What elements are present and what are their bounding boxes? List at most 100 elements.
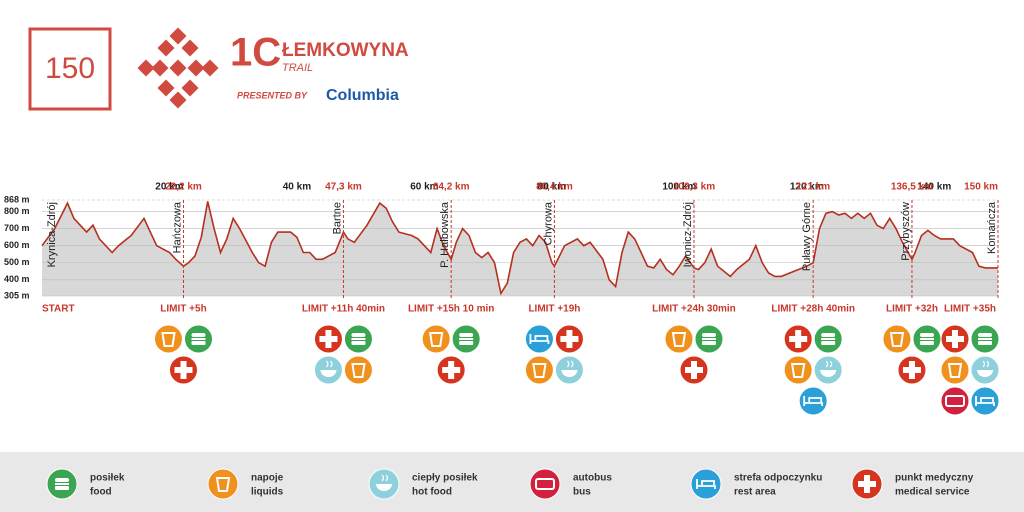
logo-sub: TRAIL [282, 62, 313, 74]
legend-label-pl: autobus [573, 473, 612, 484]
glyph [215, 477, 231, 492]
glyph [174, 361, 193, 379]
x-tick-label: 80 km [538, 182, 566, 193]
logo: 150 1C ŁEMKOWYNA TRAIL PRESENTED BY Colu… [28, 27, 409, 111]
service-icon [524, 355, 554, 385]
glyph [532, 363, 547, 378]
checkpoint-name: Puławy Górne [801, 202, 813, 271]
checkpoint-km: 47,3 km [325, 182, 362, 193]
glyph [55, 483, 69, 485]
glyph [919, 341, 934, 345]
glyph [945, 395, 965, 407]
glyph [459, 338, 474, 340]
glyph [791, 363, 806, 378]
legend-label-en: bus [573, 487, 591, 498]
y-tick-label: 600 m [4, 240, 30, 250]
checkpoint-limit: LIMIT +28h 40min [771, 304, 855, 315]
glyph [821, 338, 836, 340]
legend-label-pl: ciepły posiłek [412, 473, 478, 484]
checkpoint-name: Hańczowa [171, 201, 183, 253]
glyph [701, 333, 716, 337]
checkpoint-limit: LIMIT +11h 40min [302, 304, 385, 315]
service-icon [798, 386, 828, 416]
glyph [560, 330, 579, 348]
checkpoint-km: 136,5 km [891, 182, 933, 193]
checkpoint-limit: LIMIT +15h 10 min [408, 304, 494, 315]
glyph [820, 370, 837, 377]
glyph [351, 338, 366, 340]
checkpoint: 64,2 km P. Hałbowska LIMIT +15h 10 min [408, 182, 494, 385]
glyph [975, 396, 995, 406]
glyph [982, 360, 990, 368]
legend-label-en: food [90, 487, 112, 498]
service-icon [882, 324, 912, 354]
glyph [320, 370, 337, 377]
glyph [529, 334, 550, 344]
glyph [381, 474, 389, 482]
legend-item: ciepły posiłek hot food [368, 468, 478, 500]
service-icon [940, 386, 970, 416]
checkpoint-km: 102,3 km [673, 182, 715, 193]
legend-icon [529, 468, 561, 500]
glyph [671, 332, 687, 347]
glyph [326, 360, 333, 368]
legend-label-pl: strefa odpoczynku [734, 473, 822, 484]
glyph [978, 333, 992, 337]
glyph [55, 486, 69, 490]
glyph [919, 338, 934, 340]
checkpoint-km: 64,2 km [433, 182, 470, 193]
glyph [821, 341, 836, 345]
glyph [946, 330, 964, 348]
checkpoint-limit: LIMIT +5h [160, 304, 206, 315]
glyph [351, 363, 366, 378]
legend-item: napoje liquids [207, 468, 284, 500]
service-icon [940, 355, 970, 385]
legend-label-pl: napoje [251, 473, 284, 484]
legend-label-pl: punkt medyczny [895, 473, 974, 484]
logo-box [28, 27, 112, 111]
glyph [535, 478, 555, 490]
glyph [889, 332, 905, 347]
glyph [919, 333, 934, 337]
glyph [191, 333, 206, 337]
glyph [947, 363, 963, 378]
logo-name: ŁEMKOWYNA [282, 40, 409, 61]
logo-emblem [137, 27, 219, 109]
logo-mark: 1C [230, 31, 281, 75]
glyph [684, 361, 703, 379]
service-icon [970, 386, 1000, 416]
legend-label-en: hot food [412, 487, 452, 498]
checkpoint: 47,3 km Bartne LIMIT +11h 40min [302, 182, 385, 385]
checkpoint-km: 22,2 km [165, 182, 202, 193]
checkpoint-km: 80,4 km [536, 182, 573, 193]
legend-label-en: rest area [734, 487, 776, 498]
service-icon [343, 355, 373, 385]
checkpoint: 136,5 km Przybyszów LIMIT +32h [882, 182, 942, 385]
glyph [977, 370, 993, 377]
checkpoint: 102,3 km Iwonicz-Zdrój LIMIT +24h 30min [652, 182, 736, 385]
checkpoint: 150 km Komańcza LIMIT +35h [940, 182, 1000, 416]
legend-item: autobus bus [529, 468, 612, 500]
glyph [561, 370, 578, 377]
glyph [858, 475, 876, 493]
x-tick-label: 20 km [155, 182, 183, 193]
checkpoint-limit: LIMIT +35h [944, 304, 996, 315]
glyph [566, 360, 574, 368]
glyph [803, 396, 824, 406]
checkpoint-km: 150 km [964, 182, 998, 193]
elevation-area [42, 201, 998, 296]
glyph [351, 341, 366, 345]
legend-icon [690, 468, 722, 500]
checkpoint-name: Chyrowa [542, 201, 554, 245]
checkpoint-limit: LIMIT +24h 30min [652, 304, 736, 315]
glyph [191, 338, 206, 340]
legend-label-en: liquids [251, 487, 284, 498]
x-tick-label: 140 km [917, 182, 951, 193]
glyph [429, 332, 444, 347]
service-icon [783, 355, 813, 385]
glyph [789, 330, 808, 348]
glyph [978, 338, 992, 340]
glyph [191, 341, 206, 345]
glyph [978, 341, 992, 345]
